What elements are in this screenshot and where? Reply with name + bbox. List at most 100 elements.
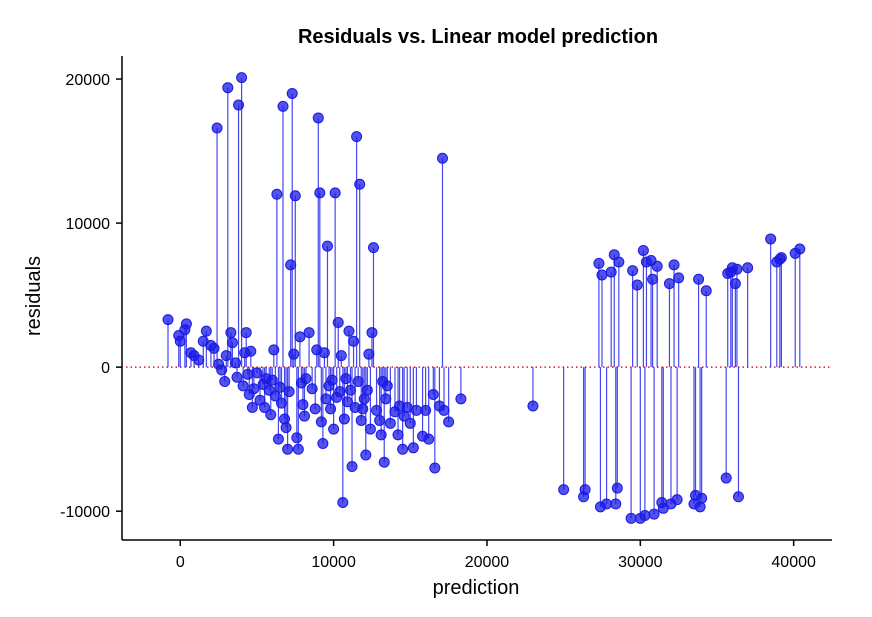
- residual-point: [286, 87, 298, 99]
- residual-point: [343, 325, 355, 337]
- residual-point: [367, 242, 379, 254]
- residual-point: [579, 484, 591, 496]
- residual-point: [251, 367, 263, 379]
- residual-point: [208, 342, 220, 354]
- residual-point: [601, 498, 613, 510]
- residual-point: [180, 318, 192, 330]
- residual-point: [436, 152, 448, 164]
- stems-group: [167, 77, 801, 519]
- residual-point: [200, 325, 212, 337]
- residual-point: [392, 429, 404, 441]
- residual-point: [271, 188, 283, 200]
- x-axis: 0 10000 20000 30000 40000: [122, 539, 832, 571]
- x-tick-label: 10000: [311, 554, 356, 571]
- x-ticks: 0 10000 20000 30000 40000: [176, 540, 816, 571]
- residual-point: [671, 494, 683, 506]
- residual-point: [344, 384, 356, 396]
- residual-point: [673, 272, 685, 284]
- residual-point: [610, 498, 622, 510]
- residual-point: [259, 401, 271, 413]
- residual-point: [401, 401, 413, 413]
- x-tick-label: 40000: [771, 554, 816, 571]
- residual-point: [613, 256, 625, 268]
- residual-point: [647, 273, 659, 285]
- residual-point: [720, 472, 732, 484]
- y-tick-label: -10000: [60, 504, 110, 521]
- residual-point: [283, 386, 295, 398]
- residual-point: [338, 413, 350, 425]
- residual-point: [280, 422, 292, 434]
- residual-point: [236, 72, 248, 84]
- residual-point: [312, 112, 324, 124]
- residual-point: [225, 327, 237, 339]
- residual-point: [363, 348, 375, 360]
- residual-point: [407, 442, 419, 454]
- residual-point: [732, 491, 744, 503]
- residual-point: [233, 99, 245, 111]
- residual-point: [266, 374, 278, 386]
- residual-point: [384, 417, 396, 429]
- residual-point: [351, 131, 363, 143]
- residual-point: [265, 409, 277, 421]
- residual-point: [348, 335, 360, 347]
- residual-point: [375, 429, 387, 441]
- x-tick-label: 0: [176, 554, 185, 571]
- residual-point: [742, 262, 754, 274]
- residual-point: [366, 327, 378, 339]
- residual-point: [335, 350, 347, 362]
- residual-point: [297, 399, 309, 411]
- residual-point: [360, 449, 372, 461]
- residual-point: [651, 260, 663, 272]
- residual-point: [371, 404, 383, 416]
- residual-point: [605, 266, 617, 278]
- residual-point: [443, 416, 455, 428]
- residual-point: [611, 482, 623, 494]
- residual-point: [668, 259, 680, 271]
- residual-point: [357, 403, 369, 415]
- residual-point: [231, 371, 243, 383]
- residual-point: [340, 373, 352, 385]
- residual-point: [272, 433, 284, 445]
- residual-point: [219, 376, 231, 388]
- residual-point: [765, 233, 777, 245]
- residual-point: [455, 393, 467, 405]
- residual-point: [300, 373, 312, 385]
- residual-point: [648, 508, 660, 520]
- residual-point: [229, 357, 241, 369]
- residual-point: [277, 100, 289, 112]
- residual-point: [364, 423, 376, 435]
- residual-point: [639, 510, 651, 522]
- residual-point: [289, 190, 301, 202]
- residual-point: [245, 345, 257, 357]
- residual-point: [314, 187, 326, 199]
- residual-point: [268, 344, 280, 356]
- residual-point: [378, 456, 390, 468]
- residual-point: [558, 484, 570, 496]
- residual-point: [285, 259, 297, 271]
- residual-point: [341, 396, 353, 408]
- residual-point: [337, 497, 349, 509]
- residual-point: [355, 414, 367, 426]
- residual-point: [663, 278, 675, 290]
- residual-point: [318, 347, 330, 359]
- residual-point: [527, 400, 539, 412]
- residual-point: [222, 82, 234, 94]
- residual-point: [292, 443, 304, 455]
- y-axis: -10000 0 10000 20000: [60, 56, 123, 540]
- residual-point: [274, 381, 286, 393]
- residual-point: [346, 461, 358, 473]
- points-group: [162, 72, 806, 524]
- residual-point: [731, 263, 743, 275]
- x-tick-label: 30000: [618, 554, 663, 571]
- residual-point: [320, 393, 332, 405]
- residual-point: [354, 178, 366, 190]
- residual-point: [361, 384, 373, 396]
- residual-point: [246, 401, 258, 413]
- residual-point: [193, 354, 205, 366]
- residual-point: [438, 404, 450, 416]
- residual-point: [303, 327, 315, 339]
- residual-point: [429, 462, 441, 474]
- residual-point: [593, 257, 605, 269]
- residual-point: [352, 376, 364, 388]
- residual-point: [248, 383, 260, 395]
